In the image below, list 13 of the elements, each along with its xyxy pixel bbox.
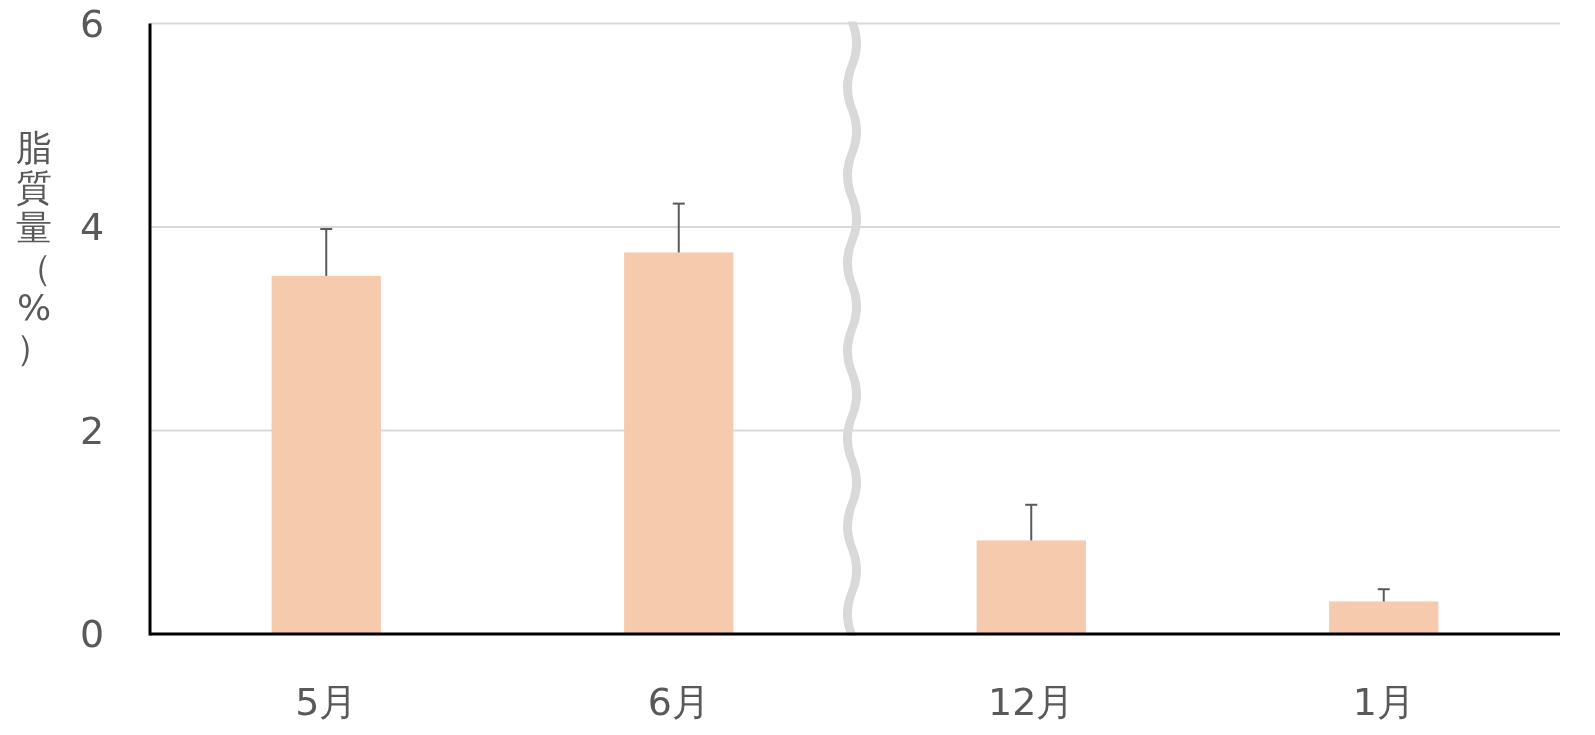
y-tick-label: 6 <box>79 1 105 46</box>
bar <box>976 540 1086 634</box>
bar <box>624 252 734 634</box>
y-tick-label: 4 <box>79 205 105 249</box>
y-axis-title: 脂質量（%） <box>16 127 52 368</box>
x-tick-label: 5月 <box>295 680 358 724</box>
bar <box>271 275 381 634</box>
x-tick-label: 1月 <box>1352 680 1415 724</box>
x-tick-label: 12月 <box>988 680 1075 724</box>
y-tick-label: 2 <box>79 408 105 453</box>
y-tick-label: 0 <box>79 612 105 656</box>
bar <box>1329 601 1439 634</box>
x-tick-label: 6月 <box>647 680 710 724</box>
